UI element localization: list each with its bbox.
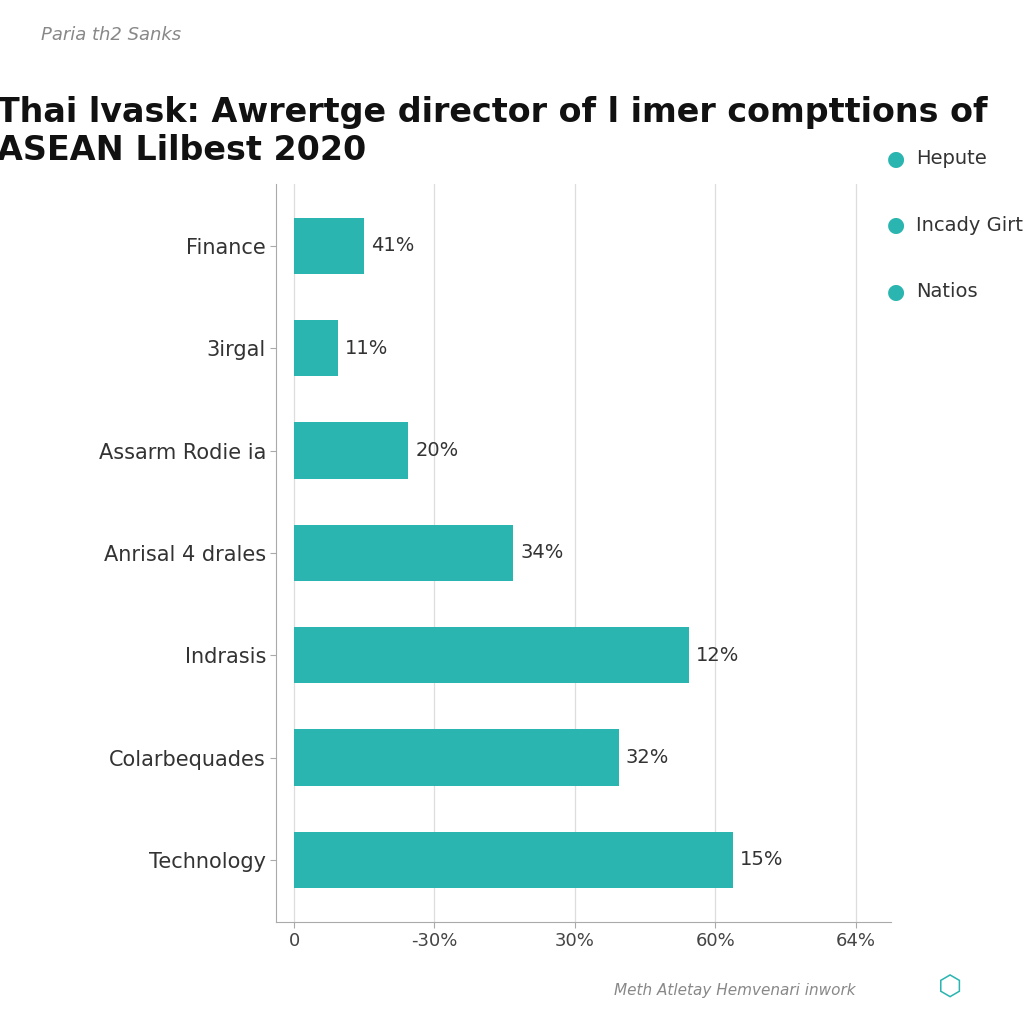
Text: Thai lvask: Awrertge director of l imer compttions of
ASEAN Lilbest 2020: Thai lvask: Awrertge director of l imer … bbox=[0, 96, 987, 167]
Text: 15%: 15% bbox=[740, 851, 783, 869]
Text: Hepute: Hepute bbox=[916, 150, 987, 168]
Text: Incady Girties: Incady Girties bbox=[916, 216, 1024, 234]
Text: 32%: 32% bbox=[626, 749, 670, 767]
Text: 11%: 11% bbox=[345, 339, 388, 357]
Text: 34%: 34% bbox=[520, 544, 564, 562]
Text: Paria th2 Sanks: Paria th2 Sanks bbox=[41, 26, 181, 44]
Bar bbox=[294, 321, 338, 377]
Bar bbox=[294, 831, 733, 888]
Text: ●: ● bbox=[887, 148, 905, 169]
Bar bbox=[294, 525, 513, 581]
Text: Meth Atletay Hemvenari inwork: Meth Atletay Hemvenari inwork bbox=[614, 983, 856, 998]
Text: ⬡: ⬡ bbox=[938, 974, 963, 1001]
Bar bbox=[294, 627, 689, 683]
Bar bbox=[294, 729, 618, 785]
Bar bbox=[294, 218, 365, 274]
Text: ●: ● bbox=[887, 215, 905, 236]
Text: 41%: 41% bbox=[372, 237, 415, 255]
Bar bbox=[294, 423, 409, 479]
Text: 12%: 12% bbox=[696, 646, 739, 665]
Text: ●: ● bbox=[887, 282, 905, 302]
Text: Natios: Natios bbox=[916, 283, 978, 301]
Text: 20%: 20% bbox=[415, 441, 459, 460]
